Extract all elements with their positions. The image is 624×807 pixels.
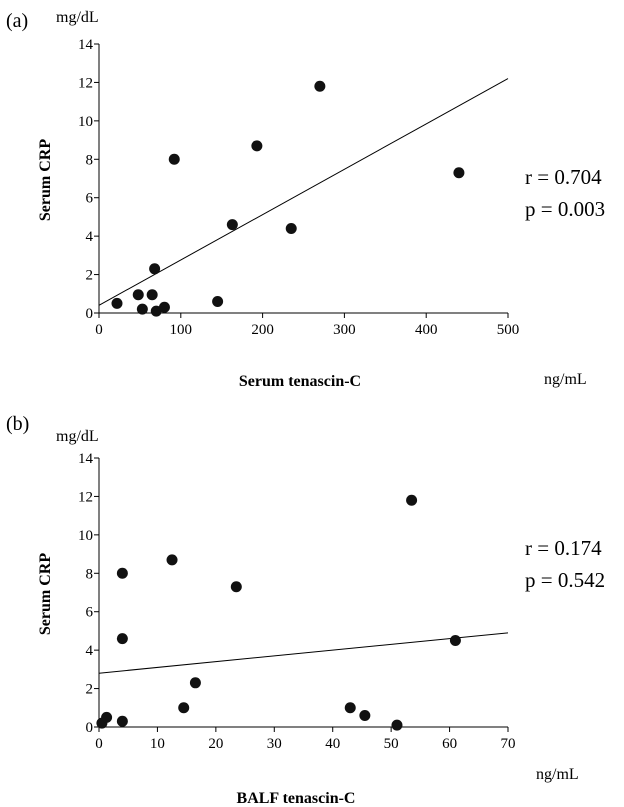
panel-label: (a) <box>6 10 28 32</box>
x-tick-label: 0 <box>95 322 103 338</box>
data-point <box>391 719 403 731</box>
chart-panel-a: (a) mg/dL 0 2 4 6 8 10 12 14 0 100 200 300 400 500 Serum… <box>6 9 605 390</box>
y-tick-label: 0 <box>86 720 94 736</box>
y-tick-label: 0 <box>86 306 94 322</box>
data-point <box>359 709 371 721</box>
x-axis-title: BALF tenascin-C <box>237 790 356 807</box>
data-point <box>116 567 128 579</box>
x-tick-label: 300 <box>333 322 356 338</box>
x-tick-label: 70 <box>501 736 516 752</box>
y-tick-label: 2 <box>86 682 94 698</box>
panel-label: (b) <box>6 413 29 435</box>
y-unit-label: mg/dL <box>56 9 99 26</box>
data-point <box>344 702 356 714</box>
y-tick-label: 8 <box>86 566 94 582</box>
x-tick-label: 20 <box>208 736 223 752</box>
data-point <box>116 715 128 727</box>
x-tick-label: 500 <box>497 322 520 338</box>
data-point <box>158 301 170 313</box>
data-point <box>101 711 113 723</box>
data-point <box>132 289 144 301</box>
data-point <box>178 702 190 714</box>
p-value: p = 0.003 <box>525 197 605 221</box>
regression-line <box>98 78 509 306</box>
x-tick-label: 30 <box>267 736 282 752</box>
y-tick-label: 10 <box>78 114 93 130</box>
x-tick-label: 10 <box>150 736 165 752</box>
data-point <box>226 219 238 231</box>
x-tick-label: 0 <box>95 736 103 752</box>
data-point <box>150 305 162 317</box>
y-tick-label: 6 <box>86 605 94 621</box>
y-tick-label: 4 <box>86 229 94 245</box>
y-axis-title: Serum CRP <box>37 139 54 221</box>
data-point <box>111 297 123 309</box>
y-tick-label: 6 <box>86 191 94 207</box>
p-value: p = 0.542 <box>525 568 605 592</box>
regression-line <box>98 632 509 674</box>
y-tick-label: 4 <box>86 643 94 659</box>
data-point <box>149 263 161 275</box>
x-tick-label: 100 <box>170 322 193 338</box>
y-tick-label: 14 <box>78 37 94 53</box>
correlation-r: r = 0.704 <box>525 165 602 189</box>
x-tick-label: 400 <box>415 322 438 338</box>
data-point <box>146 289 158 301</box>
correlation-r: r = 0.174 <box>525 536 602 560</box>
x-tick-label: 50 <box>384 736 399 752</box>
data-point <box>453 167 465 179</box>
data-point <box>189 677 201 689</box>
y-unit-label: mg/dL <box>56 428 99 445</box>
y-tick-label: 2 <box>86 268 94 284</box>
x-axis-title: Serum tenascin-C <box>239 373 361 390</box>
y-tick-label: 10 <box>78 528 93 544</box>
data-point <box>168 153 180 165</box>
data-point <box>212 295 224 307</box>
data-point <box>166 554 178 566</box>
x-tick-label: 40 <box>325 736 340 752</box>
data-point <box>251 140 263 152</box>
y-tick-label: 12 <box>78 75 93 91</box>
data-point <box>449 635 461 647</box>
data-point <box>230 581 242 593</box>
chart-panel-b: (b) mg/dL 0 2 4 6 8 10 12 14 0 10 20 30 40 50 60 70 BALF t… <box>6 413 605 807</box>
data-point <box>406 494 418 506</box>
data-point <box>314 80 326 92</box>
x-unit-label: ng/mL <box>544 371 587 388</box>
data-point <box>116 633 128 645</box>
y-tick-label: 8 <box>86 152 94 168</box>
y-tick-label: 12 <box>78 489 93 505</box>
data-point <box>136 303 148 315</box>
y-axis-title: Serum CRP <box>37 553 54 635</box>
data-point <box>285 222 297 234</box>
y-tick-label: 14 <box>78 451 94 467</box>
x-unit-label: ng/mL <box>536 766 579 783</box>
x-tick-label: 200 <box>251 322 274 338</box>
x-tick-label: 60 <box>442 736 457 752</box>
